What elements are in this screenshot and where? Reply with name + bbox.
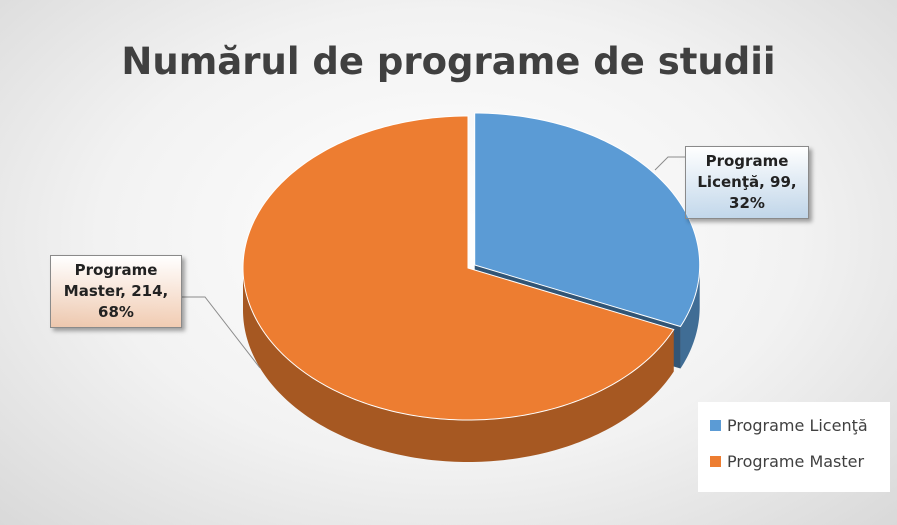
data-label: Programe Master, 214, 68%	[50, 255, 182, 328]
data-label: Programe Licenţă, 99, 32%	[685, 146, 809, 219]
slice-side	[243, 268, 674, 462]
legend-label: Programe Licenţă	[727, 416, 868, 435]
legend-label: Programe Master	[727, 452, 865, 471]
legend-swatch	[710, 456, 721, 467]
legend-item: Programe Master	[710, 452, 864, 471]
leader-line	[654, 156, 685, 171]
slice-side	[680, 265, 700, 369]
legend: Programe Licenţă Programe Master	[698, 402, 890, 492]
chart-title: Numărul de programe de studii	[121, 40, 776, 83]
legend-item: Programe Licenţă	[710, 416, 868, 435]
legend-swatch	[710, 420, 721, 431]
pie-slice	[474, 112, 701, 328]
leader-line	[182, 296, 261, 369]
pie-slice	[242, 115, 675, 421]
